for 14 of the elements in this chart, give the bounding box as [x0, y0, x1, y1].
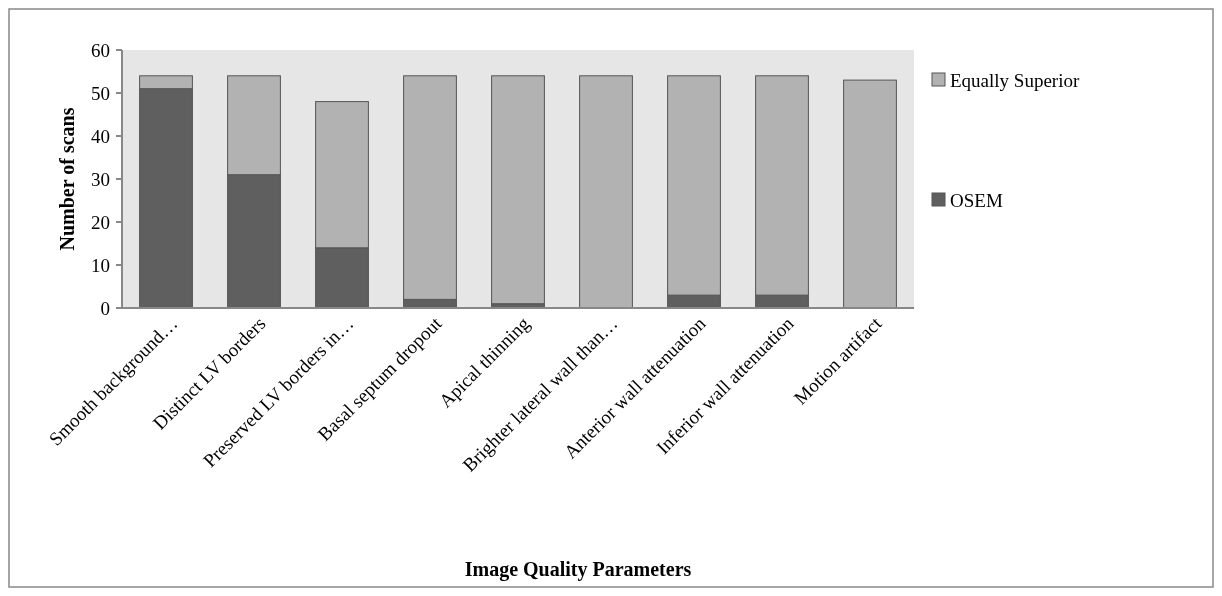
- y-axis-title: Number of scans: [56, 107, 78, 251]
- x-axis-title: Image Quality Parameters: [464, 558, 692, 581]
- y-tick-label: 50: [91, 82, 110, 104]
- legend-label: OSEM: [950, 189, 1003, 211]
- y-tick-label: 30: [91, 168, 110, 190]
- y-tick-label: 10: [91, 254, 110, 276]
- y-tick-label: 20: [91, 211, 110, 233]
- y-tick-label: 40: [91, 125, 110, 147]
- bar: [843, 79, 897, 309]
- bar: [491, 75, 545, 305]
- y-tick-label: 0: [100, 297, 110, 319]
- y-tick-label: 60: [91, 39, 110, 61]
- bar: [579, 75, 633, 309]
- legend-label: Equally Superior: [950, 69, 1080, 91]
